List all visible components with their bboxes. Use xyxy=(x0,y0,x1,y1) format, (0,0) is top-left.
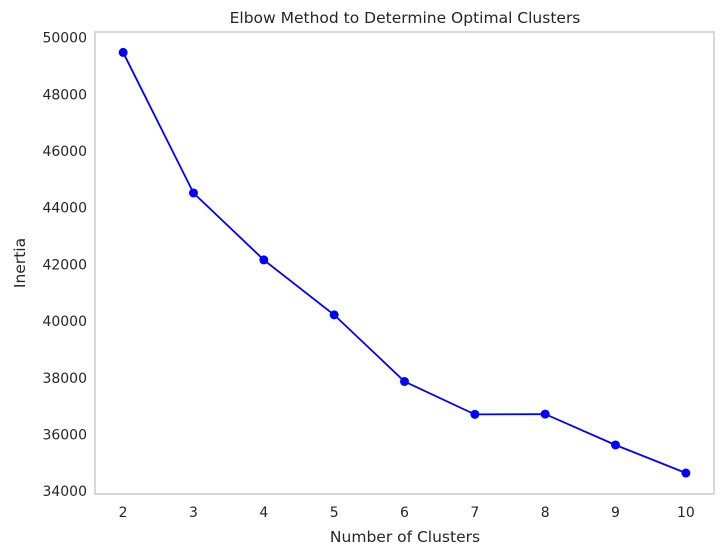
data-point xyxy=(611,440,621,450)
x-tick-label: 3 xyxy=(189,505,198,521)
data-point xyxy=(188,188,198,198)
data-point xyxy=(259,255,269,265)
y-tick-label: 42000 xyxy=(42,257,87,273)
y-axis-label: Inertia xyxy=(11,238,29,288)
x-tick-label: 8 xyxy=(541,505,550,521)
x-tick-label: 10 xyxy=(677,505,695,521)
y-tick-label: 38000 xyxy=(42,371,87,387)
y-axis-ticks: 34000 36000 38000 40000 42000 44000 46000 48000… xyxy=(42,31,87,500)
data-point xyxy=(470,409,480,419)
x-tick-label: 7 xyxy=(470,505,479,521)
y-tick-label: 40000 xyxy=(42,314,87,330)
y-tick-label: 50000 xyxy=(42,31,87,47)
data-point xyxy=(681,468,691,478)
y-tick-label: 44000 xyxy=(42,201,87,217)
plot-frame xyxy=(94,31,715,495)
x-tick-label: 5 xyxy=(330,505,339,521)
x-tick-label: 6 xyxy=(400,505,409,521)
x-axis-label: Number of Clusters xyxy=(330,528,480,546)
y-tick-label: 34000 xyxy=(42,484,87,500)
y-tick-label: 46000 xyxy=(42,144,87,160)
x-axis-ticks: 2 3 4 5 6 7 8 9 10 xyxy=(119,505,695,521)
data-point xyxy=(118,47,128,57)
inertia-line xyxy=(122,51,687,474)
x-tick-label: 9 xyxy=(611,505,620,521)
data-point xyxy=(540,409,550,419)
data-point xyxy=(329,310,339,320)
chart-title: Elbow Method to Determine Optimal Cluste… xyxy=(230,9,581,27)
inertia-points xyxy=(118,47,691,478)
x-tick-label: 2 xyxy=(119,505,128,521)
data-point xyxy=(400,376,409,386)
y-tick-label: 48000 xyxy=(42,87,87,103)
y-tick-label: 36000 xyxy=(42,427,87,443)
x-tick-label: 4 xyxy=(259,505,268,521)
